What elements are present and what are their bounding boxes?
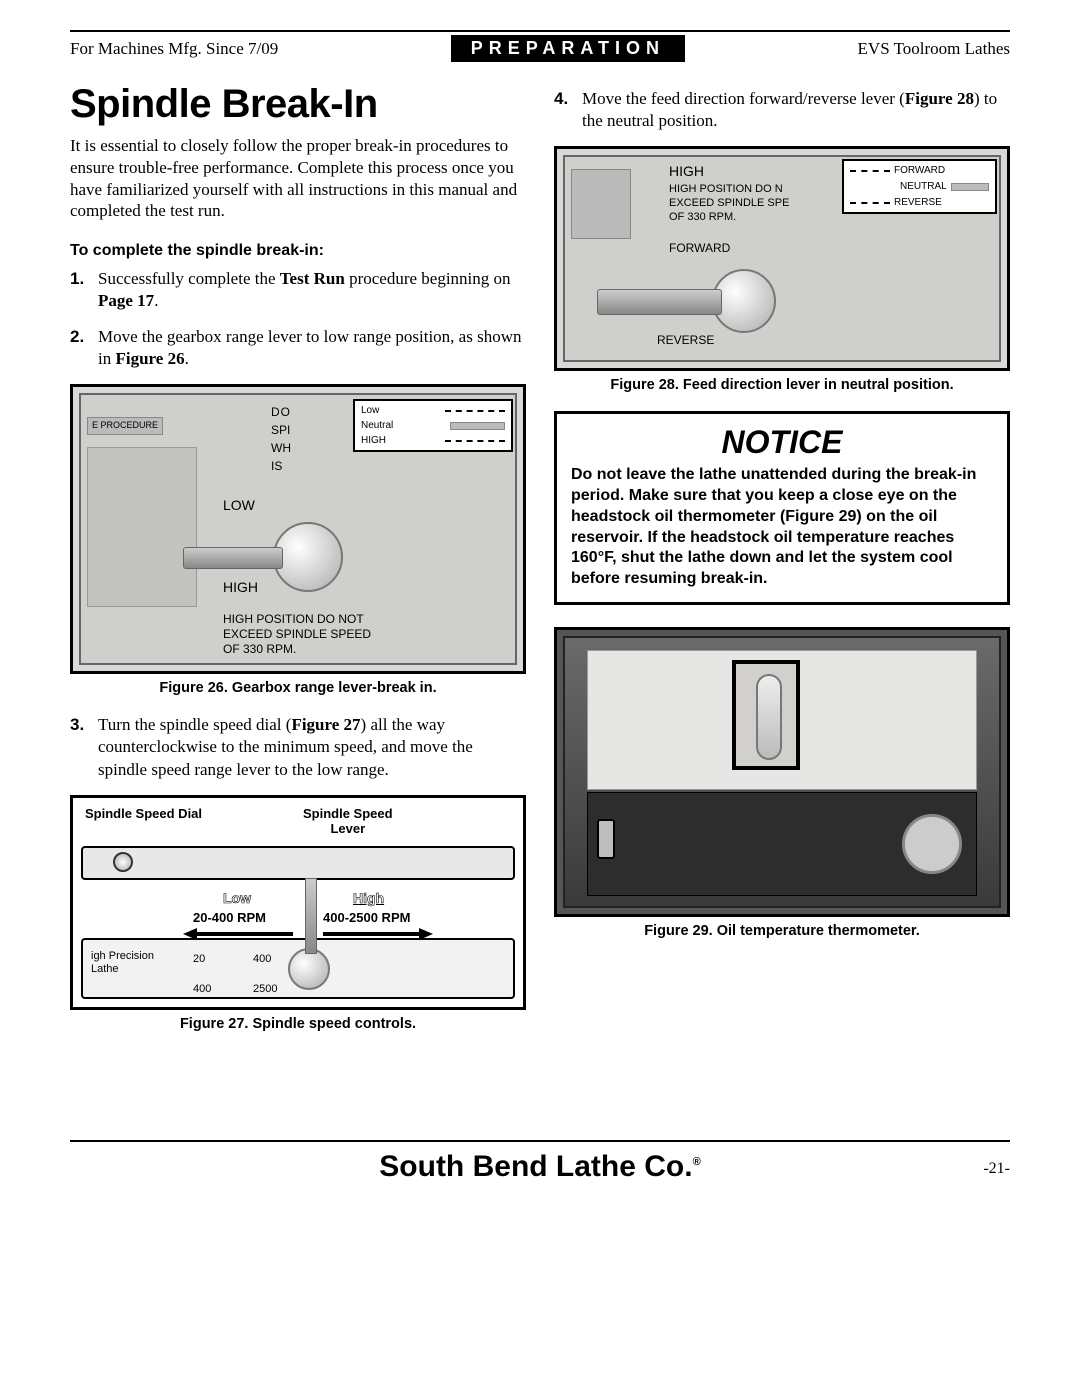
notice-body: Do not leave the lathe unattended during… (571, 465, 993, 590)
step-2: 2. Move the gearbox range lever to low r… (70, 326, 526, 370)
fig27-n400a: 400 (253, 953, 271, 967)
fig27-dial-label: Spindle Speed Dial (85, 806, 202, 821)
brand-badge-icon (902, 814, 962, 874)
footer-company: South Bend Lathe Co.® (379, 1150, 700, 1184)
header-right: EVS Toolroom Lathes (858, 39, 1010, 59)
footer-page-number: -21- (983, 1160, 1010, 1178)
fig26-lever (183, 547, 283, 569)
inset-low: Low (361, 405, 379, 416)
content-columns: Spindle Break-In It is essential to clos… (70, 82, 1010, 1050)
fig28-forward: FORWARD (669, 241, 730, 256)
fig27-dial (113, 852, 133, 872)
fig27-n20: 20 (193, 953, 205, 967)
fig27-panel-left: igh Precision Lathe (91, 950, 154, 978)
steps-list-right: 4. Move the feed direction forward/rever… (554, 88, 1010, 132)
fig27-low: Low (223, 890, 251, 906)
fig27-high-rpm: 400-2500 RPM (323, 910, 410, 925)
fig26-badge: E PROCEDURE (87, 417, 163, 434)
fig27-high: High (353, 890, 384, 906)
step-number: 3. (70, 714, 98, 780)
latch-icon (597, 819, 615, 859)
notice-title: NOTICE (571, 424, 993, 461)
figure-28: HIGH HIGH POSITION DO N EXCEED SPINDLE S… (554, 146, 1010, 371)
step-text: Move the gearbox range lever to low rang… (98, 326, 526, 370)
fig26-plate: HIGH POSITION DO NOT EXCEED SPINDLE SPEE… (223, 612, 371, 657)
figure-27-caption: Figure 27. Spindle speed controls. (70, 1016, 526, 1032)
figure-27: Spindle Speed Dial Spindle Speed Lever L… (70, 795, 526, 1010)
fig26-inset: Low Neutral HIGH (353, 399, 513, 452)
fig27-n2500: 2500 (253, 983, 277, 997)
header-section-title: PREPARATION (451, 35, 685, 62)
page-footer: South Bend Lathe Co.® -21- (70, 1150, 1010, 1190)
fig26-do: DO (271, 405, 291, 420)
registered-mark-icon: ® (693, 1156, 701, 1168)
step-1: 1. Successfully complete the Test Run pr… (70, 268, 526, 312)
bottom-rule (70, 1140, 1010, 1142)
inset-reverse: REVERSE (894, 197, 942, 208)
fig28-reverse: REVERSE (657, 333, 714, 348)
step-text: Turn the spindle speed dial (Figure 27) … (98, 714, 526, 780)
fig26-low: LOW (223, 497, 255, 515)
fig26-is: IS (271, 459, 282, 474)
inset-high: HIGH (361, 435, 386, 446)
fig27-lever-stick (305, 878, 317, 954)
notice-box: NOTICE Do not leave the lathe unattended… (554, 411, 1010, 605)
step-number: 1. (70, 268, 98, 312)
page-header: For Machines Mfg. Since 7/09 PREPARATION… (70, 35, 1010, 62)
steps-list-cont: 3. Turn the spindle speed dial (Figure 2… (70, 714, 526, 780)
step-number: 4. (554, 88, 582, 132)
fig27-low-rpm: 20-400 RPM (193, 910, 266, 925)
footer-company-text: South Bend Lathe Co. (379, 1150, 692, 1183)
fig28-plate: HIGH POSITION DO N EXCEED SPINDLE SPE OF… (669, 183, 789, 224)
figure-29 (554, 627, 1010, 917)
steps-list: 1. Successfully complete the Test Run pr… (70, 268, 526, 370)
right-column: 4. Move the feed direction forward/rever… (554, 82, 1010, 1050)
fig27-n400b: 400 (193, 983, 211, 997)
step-number: 2. (70, 326, 98, 370)
fig26-knob (273, 522, 343, 592)
header-left: For Machines Mfg. Since 7/09 (70, 39, 278, 59)
figure-26-caption: Figure 26. Gearbox range lever-break in. (70, 680, 526, 696)
step-text: Move the feed direction forward/reverse … (582, 88, 1010, 132)
left-column: Spindle Break-In It is essential to clos… (70, 82, 526, 1050)
fig26-high: HIGH (223, 579, 258, 597)
page-title: Spindle Break-In (70, 82, 526, 127)
step-text: Successfully complete the Test Run proce… (98, 268, 526, 312)
fig28-high: HIGH (669, 163, 704, 181)
thermometer-frame (732, 660, 800, 770)
figure-29-caption: Figure 29. Oil temperature thermometer. (554, 923, 1010, 939)
top-rule (70, 30, 1010, 32)
fig26-spi: SPI (271, 423, 290, 438)
step-4: 4. Move the feed direction forward/rever… (554, 88, 1010, 132)
fig27-lever-knob (288, 948, 330, 990)
inset-neutral: Neutral (361, 420, 393, 431)
fig28-lever (597, 289, 722, 315)
intro-paragraph: It is essential to closely follow the pr… (70, 135, 526, 222)
procedure-heading: To complete the spindle break-in: (70, 242, 526, 260)
fig26-wh: WH (271, 441, 291, 456)
figure-26: E PROCEDURE DO SPI WH IS LOW HIGH Low Ne… (70, 384, 526, 674)
step-3: 3. Turn the spindle speed dial (Figure 2… (70, 714, 526, 780)
fig27-lever-label: Spindle Speed Lever (303, 806, 393, 836)
inset-forward: FORWARD (894, 165, 945, 176)
fig28-inset: FORWARD NEUTRAL REVERSE (842, 159, 997, 214)
inset-neutral: NEUTRAL (900, 181, 947, 192)
figure-28-caption: Figure 28. Feed direction lever in neutr… (554, 377, 1010, 393)
